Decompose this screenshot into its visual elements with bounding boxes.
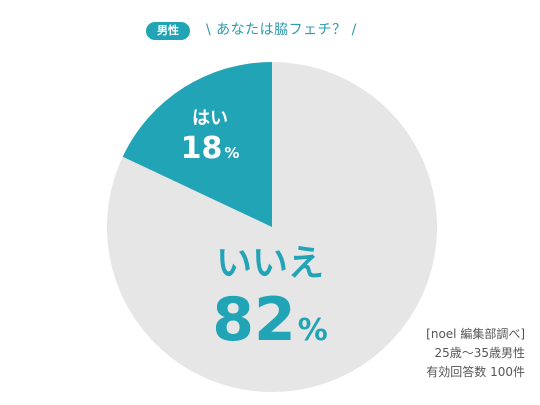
- source-line-3: 有効回答数 100件: [426, 365, 525, 379]
- slice-value-no: 82%: [212, 285, 328, 355]
- slice-category-yes: はい: [192, 108, 228, 129]
- slice-label-yes: はい 18%: [170, 110, 250, 164]
- gender-tag: 男性: [146, 22, 190, 40]
- slice-label-no: いいえ 82%: [200, 243, 340, 355]
- pie-slice-yes: [122, 62, 272, 227]
- pie-slice-no: [107, 62, 438, 392]
- source-line-2: 25歳〜35歳男性: [434, 346, 525, 360]
- slice-value-yes: 18%: [180, 131, 240, 166]
- source-note: [noel 編集部調べ] 25歳〜35歳男性 有効回答数 100件: [426, 325, 525, 382]
- question-title: \ あなたは脇フェチ？ /: [206, 22, 357, 38]
- slice-category-no: いいえ: [215, 243, 324, 284]
- source-line-1: [noel 編集部調べ]: [426, 327, 525, 341]
